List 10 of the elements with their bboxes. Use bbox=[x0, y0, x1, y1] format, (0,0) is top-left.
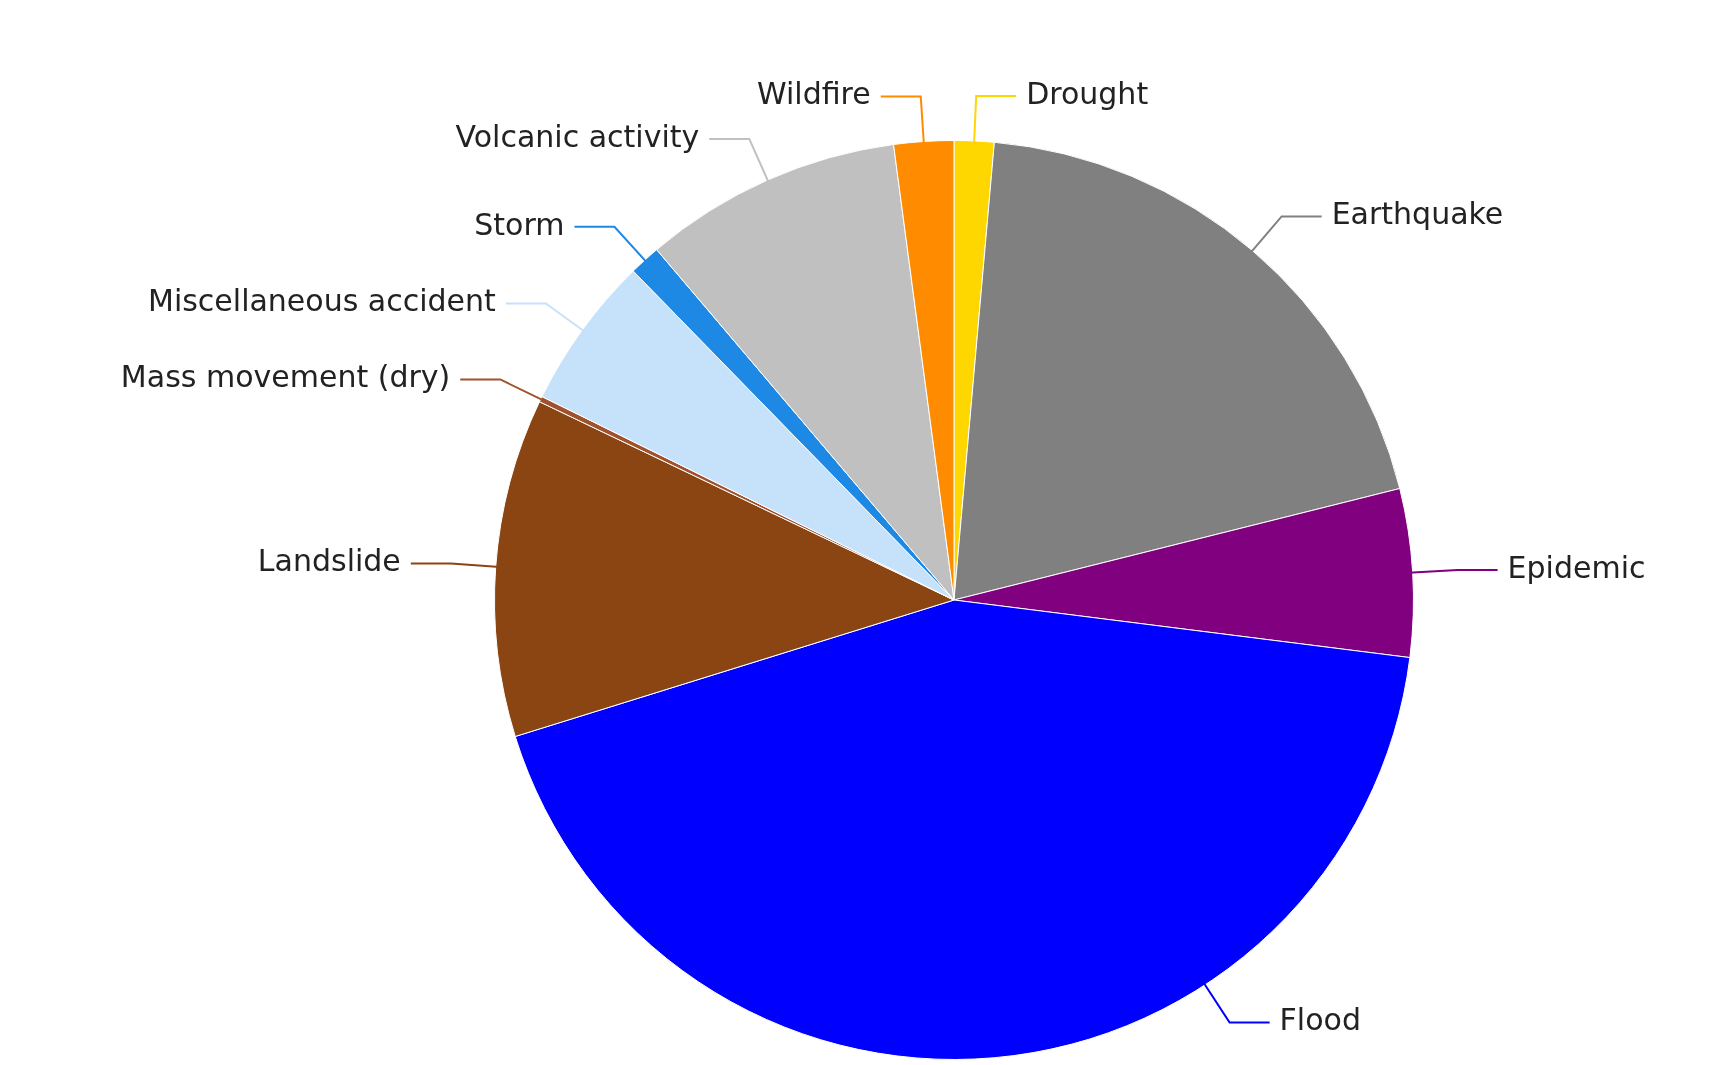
slice-label: Storm bbox=[474, 206, 565, 242]
slice-label: Miscellaneous accident bbox=[148, 283, 497, 319]
slice-label: Landslide bbox=[257, 543, 401, 579]
slice-label: Drought bbox=[1026, 75, 1149, 111]
slice-label: Wildfire bbox=[756, 76, 871, 112]
slice-label: Mass movement (dry) bbox=[120, 359, 451, 395]
slice-label: Epidemic bbox=[1507, 549, 1646, 585]
slice-label: Earthquake bbox=[1331, 196, 1504, 232]
slice-label: Volcanic activity bbox=[455, 118, 700, 154]
slice-label: Flood bbox=[1279, 1002, 1361, 1038]
